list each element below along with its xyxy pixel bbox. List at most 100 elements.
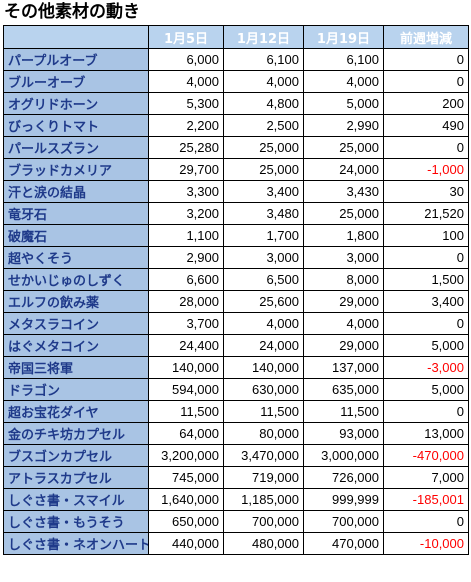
table-row: しぐさ書・スマイル 1,640,000 1,185,000 999,999 -185,0… xyxy=(3,488,469,511)
price-jan5-cell: 440,000 xyxy=(148,532,224,555)
table-row: エルフの飲み薬 28,000 25,600 29,000 3,400 xyxy=(3,290,469,313)
price-jan5-cell: 24,400 xyxy=(148,334,224,357)
weekly-change-cell: 490 xyxy=(383,114,469,137)
price-jan19-cell: 635,000 xyxy=(303,378,384,401)
page-title: その他素材の動き xyxy=(4,2,140,22)
table-row: 破魔石 1,100 1,700 1,800 100 xyxy=(3,224,469,247)
price-jan19-cell: 25,000 xyxy=(303,202,384,225)
price-jan5-cell: 3,200,000 xyxy=(148,444,224,467)
price-jan19-cell: 137,000 xyxy=(303,356,384,379)
price-jan19-cell: 29,000 xyxy=(303,290,384,313)
price-jan5-cell: 28,000 xyxy=(148,290,224,313)
item-name-cell: 破魔石 xyxy=(3,224,149,247)
weekly-change-cell: 30 xyxy=(383,180,469,203)
item-name-cell: しぐさ書・もうそう xyxy=(3,510,149,533)
weekly-change-cell: 3,400 xyxy=(383,290,469,313)
weekly-change-cell: 0 xyxy=(383,312,469,335)
header-row: 1月5日 1月12日 1月19日 前週増減 xyxy=(3,25,469,49)
price-jan5-cell: 2,200 xyxy=(148,114,224,137)
price-jan5-cell: 745,000 xyxy=(148,466,224,489)
table-body: パープルオーブ 6,000 6,100 6,100 0 ブルーオーブ 4,000 4,000 4… xyxy=(3,48,469,555)
weekly-change-cell: 5,000 xyxy=(383,378,469,401)
price-jan12-cell: 24,000 xyxy=(223,334,304,357)
table-row: 超やくそう 2,900 3,000 3,000 0 xyxy=(3,246,469,269)
item-name-cell: アトラスカプセル xyxy=(3,466,149,489)
table-row: ドラゴン 594,000 630,000 635,000 5,000 xyxy=(3,378,469,401)
price-jan19-cell: 8,000 xyxy=(303,268,384,291)
price-jan12-cell: 6,100 xyxy=(223,48,304,71)
table-row: しぐさ書・ネオンハート 440,000 480,000 470,000 -10,000 xyxy=(3,532,469,555)
price-jan19-cell: 4,000 xyxy=(303,70,384,93)
table-row: しぐさ書・もうそう 650,000 700,000 700,000 0 xyxy=(3,510,469,533)
price-jan19-cell: 29,000 xyxy=(303,334,384,357)
weekly-change-cell: 0 xyxy=(383,400,469,423)
table-row: せかいじゅのしずく 6,600 6,500 8,000 1,500 xyxy=(3,268,469,291)
price-jan19-cell: 999,999 xyxy=(303,488,384,511)
header-blank-cell xyxy=(3,25,149,49)
weekly-change-cell: 5,000 xyxy=(383,334,469,357)
weekly-change-cell: -3,000 xyxy=(383,356,469,379)
price-jan5-cell: 5,300 xyxy=(148,92,224,115)
table-row: ブスゴンカプセル 3,200,000 3,470,000 3,000,000 -470,… xyxy=(3,444,469,467)
price-jan19-cell: 4,000 xyxy=(303,312,384,335)
table-row: パープルオーブ 6,000 6,100 6,100 0 xyxy=(3,48,469,71)
weekly-change-cell: 13,000 xyxy=(383,422,469,445)
price-jan19-cell: 726,000 xyxy=(303,466,384,489)
price-jan5-cell: 25,280 xyxy=(148,136,224,159)
item-name-cell: ブルーオーブ xyxy=(3,70,149,93)
price-jan19-cell: 1,800 xyxy=(303,224,384,247)
weekly-change-cell: 0 xyxy=(383,510,469,533)
item-name-cell: しぐさ書・スマイル xyxy=(3,488,149,511)
table-row: 竜牙石 3,200 3,480 25,000 21,520 xyxy=(3,202,469,225)
price-jan12-cell: 2,500 xyxy=(223,114,304,137)
price-jan12-cell: 25,000 xyxy=(223,136,304,159)
table-row: ブルーオーブ 4,000 4,000 4,000 0 xyxy=(3,70,469,93)
weekly-change-cell: 7,000 xyxy=(383,466,469,489)
price-jan12-cell: 700,000 xyxy=(223,510,304,533)
price-jan19-cell: 24,000 xyxy=(303,158,384,181)
weekly-change-cell: -185,001 xyxy=(383,488,469,511)
price-jan19-cell: 3,430 xyxy=(303,180,384,203)
price-table: 1月5日 1月12日 1月19日 前週増減 パープルオーブ 6,000 6,100 6… xyxy=(3,25,469,555)
weekly-change-cell: 0 xyxy=(383,70,469,93)
price-jan19-cell: 25,000 xyxy=(303,136,384,159)
weekly-change-cell: 0 xyxy=(383,246,469,269)
item-name-cell: ブラッドカメリア xyxy=(3,158,149,181)
price-jan5-cell: 1,100 xyxy=(148,224,224,247)
item-name-cell: 超お宝花ダイヤ xyxy=(3,400,149,423)
item-name-cell: 金のチキ坊カプセル xyxy=(3,422,149,445)
price-jan19-cell: 3,000,000 xyxy=(303,444,384,467)
item-name-cell: パールスズラン xyxy=(3,136,149,159)
price-jan12-cell: 719,000 xyxy=(223,466,304,489)
table-row: オグリドホーン 5,300 4,800 5,000 200 xyxy=(3,92,469,115)
price-jan19-cell: 11,500 xyxy=(303,400,384,423)
item-name-cell: 帝国三将軍 xyxy=(3,356,149,379)
price-jan5-cell: 650,000 xyxy=(148,510,224,533)
weekly-change-cell: 200 xyxy=(383,92,469,115)
weekly-change-cell: 100 xyxy=(383,224,469,247)
price-jan5-cell: 594,000 xyxy=(148,378,224,401)
price-jan5-cell: 64,000 xyxy=(148,422,224,445)
price-jan12-cell: 1,700 xyxy=(223,224,304,247)
item-name-cell: せかいじゅのしずく xyxy=(3,268,149,291)
price-jan12-cell: 4,000 xyxy=(223,312,304,335)
price-jan5-cell: 29,700 xyxy=(148,158,224,181)
item-name-cell: エルフの飲み薬 xyxy=(3,290,149,313)
price-jan12-cell: 3,000 xyxy=(223,246,304,269)
weekly-change-cell: -1,000 xyxy=(383,158,469,181)
item-name-cell: びっくりトマト xyxy=(3,114,149,137)
table-row: ブラッドカメリア 29,700 25,000 24,000 -1,000 xyxy=(3,158,469,181)
item-name-cell: ドラゴン xyxy=(3,378,149,401)
item-name-cell: 超やくそう xyxy=(3,246,149,269)
item-name-cell: オグリドホーン xyxy=(3,92,149,115)
price-jan12-cell: 4,000 xyxy=(223,70,304,93)
table-row: アトラスカプセル 745,000 719,000 726,000 7,000 xyxy=(3,466,469,489)
item-name-cell: 汗と涙の結晶 xyxy=(3,180,149,203)
price-jan12-cell: 1,185,000 xyxy=(223,488,304,511)
price-jan12-cell: 25,000 xyxy=(223,158,304,181)
price-jan5-cell: 4,000 xyxy=(148,70,224,93)
item-name-cell: メタスラコイン xyxy=(3,312,149,335)
item-name-cell: しぐさ書・ネオンハート xyxy=(3,532,149,555)
price-jan5-cell: 3,200 xyxy=(148,202,224,225)
price-jan19-cell: 6,100 xyxy=(303,48,384,71)
